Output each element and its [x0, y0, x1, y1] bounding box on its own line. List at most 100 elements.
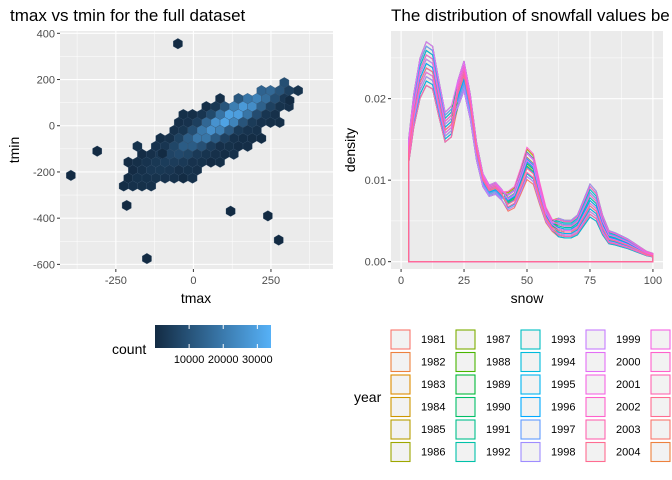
year-legend-label: 1996: [551, 402, 575, 414]
year-legend-key: [520, 329, 541, 350]
year-legend-label: 2003: [616, 424, 640, 436]
hexbin-y-axis-title: tmin: [6, 137, 22, 163]
hex-cell: [146, 180, 156, 192]
year-legend-key: [585, 374, 606, 395]
year-legend-key: [455, 329, 476, 350]
y-tick-label: 0.01: [365, 175, 386, 187]
year-legend-label: 1997: [551, 424, 575, 436]
x-tick-label: 75: [584, 275, 596, 287]
y-tick-label: 0: [49, 121, 55, 133]
year-legend-label: 1982: [421, 357, 445, 369]
year-legend-key: [585, 329, 606, 350]
year-legend-label: 2000: [616, 357, 640, 369]
density-curves: [408, 40, 654, 263]
hex-cell: [187, 172, 198, 184]
year-legend-key: [585, 396, 606, 418]
hexbin-x-axis-title: tmax: [181, 290, 211, 306]
density-x-axis-title: snow: [511, 290, 545, 306]
hex-cell: [173, 38, 183, 50]
year-legend-label: 1988: [486, 357, 510, 369]
density-curve-2000: [408, 40, 654, 263]
year-legend: 1981 1982 1983 1984 1985 1986 1987 1988 1989 1990…: [390, 329, 671, 463]
year-legend-label: 1989: [486, 379, 510, 391]
density-curve-2002: [408, 54, 654, 263]
x-tick-label: 0: [190, 275, 196, 287]
hex-cell: [225, 205, 236, 217]
year-legend-label: 1999: [616, 334, 640, 346]
hex-cell: [66, 169, 76, 181]
year-legend-label: 2002: [616, 402, 640, 414]
density-curve-2001: [408, 64, 654, 263]
year-legend-key: [650, 374, 671, 395]
x-tick-label: 50: [521, 275, 533, 287]
y-tick-label: -600: [33, 259, 55, 271]
year-legend-title: year: [354, 389, 382, 405]
year-legend-key: [650, 329, 671, 350]
year-legend-key: [455, 374, 476, 395]
colorbar-ticks: 10000 20000 30000: [174, 325, 273, 366]
y-tick-label: 0.00: [365, 257, 386, 269]
hex-cell: [121, 200, 132, 211]
year-legend-label: 1998: [551, 447, 575, 459]
y-tick-label: 400: [37, 28, 55, 40]
hex-cell: [242, 140, 253, 152]
density-curve-1995: [408, 73, 654, 263]
year-legend-key: [650, 441, 671, 463]
hexbin-chart-title: tmax vs tmin for the full dataset: [10, 6, 246, 25]
density-y-axis: 0.00 0.01 0.02: [365, 94, 391, 269]
colorbar-label: 10000: [174, 354, 205, 366]
year-legend-label: 1991: [486, 424, 510, 436]
year-legend-label: 1981: [421, 334, 445, 346]
year-legend-key: [520, 351, 541, 373]
year-legend-key: [390, 396, 411, 418]
year-legend-label: 1986: [421, 447, 445, 459]
colorbar-legend-title: count: [112, 341, 146, 357]
y-tick-label: 0.02: [365, 94, 386, 106]
colorbar: [155, 325, 271, 348]
year-legend-key: [455, 419, 476, 440]
year-legend-key: [520, 396, 541, 418]
year-legend-key: [520, 441, 541, 463]
colorbar-label: 30000: [242, 354, 273, 366]
year-legend-key: [455, 441, 476, 463]
hex-cell: [157, 148, 168, 159]
x-tick-label: -250: [105, 275, 127, 287]
year-legend-key: [650, 419, 671, 440]
year-legend-key: [650, 396, 671, 418]
year-legend-label: 1995: [551, 379, 575, 391]
year-legend-label: 1994: [551, 357, 575, 369]
year-legend-key: [520, 419, 541, 440]
year-legend-key: [455, 396, 476, 418]
hexbin-x-axis: -250 0 250: [105, 269, 280, 287]
year-legend-label: 1992: [486, 447, 510, 459]
density-chart: The distribution of snowfall values be 0…: [342, 6, 671, 463]
x-tick-label: 100: [644, 275, 662, 287]
year-legend-label: 1984: [421, 402, 445, 414]
year-legend-label: 1993: [551, 334, 575, 346]
year-legend-key: [390, 351, 411, 373]
year-legend-key: [390, 419, 411, 440]
year-legend-key: [585, 351, 606, 373]
hex-cell: [229, 148, 239, 160]
year-legend-key: [585, 419, 606, 440]
year-legend-label: 2004: [616, 447, 640, 459]
y-tick-label: -200: [33, 167, 55, 179]
year-legend-key: [585, 441, 606, 463]
year-legend-label: 1985: [421, 424, 445, 436]
density-curve-2004: [408, 67, 654, 263]
hex-cell: [256, 132, 267, 144]
year-legend-label: 1987: [486, 334, 510, 346]
density-curve-1997: [408, 45, 654, 263]
density-chart-title: The distribution of snowfall values be: [391, 6, 670, 25]
x-tick-label: 25: [458, 275, 470, 287]
x-tick-label: 250: [262, 275, 280, 287]
year-legend-label: 1983: [421, 379, 445, 391]
year-legend-key: [390, 441, 411, 463]
hex-cell: [293, 85, 303, 97]
hexbin-cells: [66, 38, 303, 265]
density-y-axis-title: density: [342, 128, 358, 172]
hex-cell: [284, 94, 295, 106]
year-legend-key: [650, 351, 671, 373]
y-tick-label: 200: [37, 75, 55, 87]
